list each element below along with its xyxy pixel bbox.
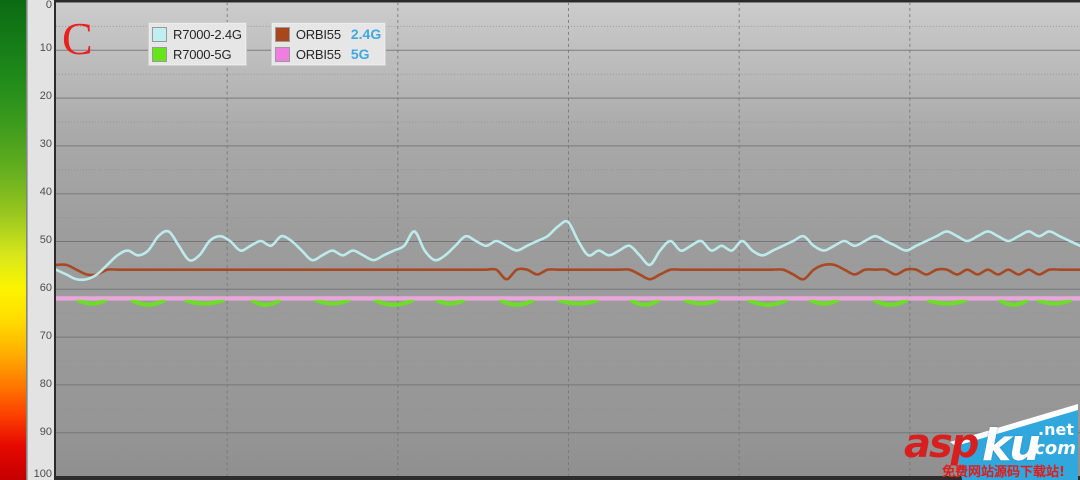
signal-quality-color-scale	[0, 0, 27, 480]
legend-group: ORBI55 2.4G ORBI55 5G	[270, 22, 387, 66]
y-axis-tick-label: 30	[39, 138, 52, 150]
y-axis-tick-label: 10	[39, 42, 52, 54]
color-scale-edge	[26, 0, 28, 480]
legend-item-band: 2.4G	[350, 26, 382, 42]
channel-marker-label: C	[62, 13, 93, 64]
legend-color-swatch	[152, 46, 167, 62]
legend-item-label: ORBI55	[295, 46, 341, 62]
legend-item-label: R7000-2.4G	[173, 26, 242, 42]
legend-item-band: 5G	[350, 46, 370, 62]
plot-bottom-border	[56, 476, 1080, 480]
y-axis-tick-label: 80	[39, 378, 52, 390]
legend: R7000-2.4G R7000-5G ORBI55 2.4G ORBI55 5G	[148, 22, 387, 66]
legend-color-swatch	[152, 26, 167, 42]
y-axis-tick-label: 0	[45, 0, 52, 11]
plot-area	[54, 0, 1080, 480]
y-axis-tick-label: 40	[39, 186, 52, 198]
legend-color-swatch	[274, 46, 290, 62]
y-axis-tick-label: 100	[33, 468, 52, 480]
series-green-blips	[76, 298, 1073, 307]
legend-item-label: ORBI55	[295, 26, 341, 42]
y-axis-tick-label: 90	[39, 426, 52, 438]
y-axis-tick-label: 20	[39, 90, 52, 102]
series-lines	[56, 219, 1080, 307]
series-line	[56, 219, 1080, 282]
y-axis-tick-label: 50	[39, 234, 52, 246]
y-axis: 0 10 20 30 40 50 60 70 80 90 100	[28, 0, 54, 480]
y-axis-tick-label: 70	[39, 330, 52, 342]
legend-item[interactable]: R7000-2.4G	[152, 25, 242, 43]
series-line	[56, 263, 1080, 281]
legend-item[interactable]: ORBI55 5G	[274, 45, 381, 63]
legend-item[interactable]: R7000-5G	[152, 45, 242, 63]
y-axis-tick-label: 60	[39, 282, 52, 294]
legend-item[interactable]: ORBI55 2.4G	[274, 25, 382, 43]
legend-item-label: R7000-5G	[173, 46, 232, 62]
legend-color-swatch	[274, 26, 290, 42]
legend-group: R7000-2.4G R7000-5G	[148, 22, 247, 66]
